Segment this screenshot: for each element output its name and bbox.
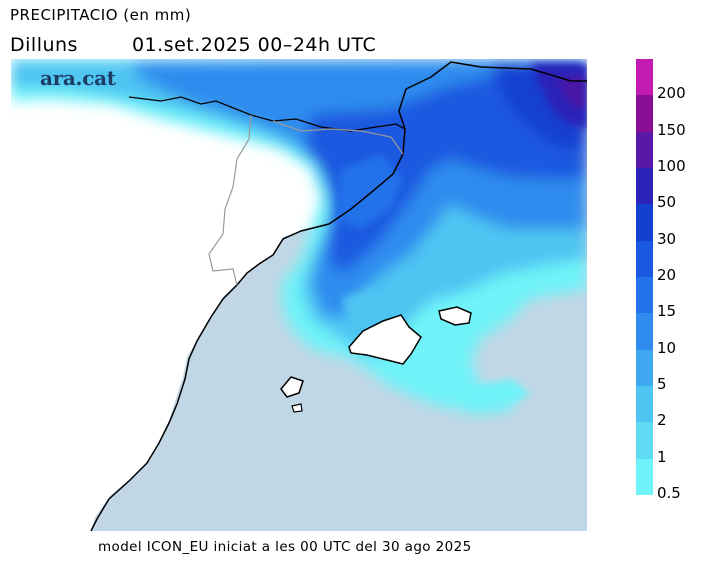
forecast-date: Dilluns 01.set.2025 00–24h UTC <box>10 34 376 56</box>
france-border <box>128 96 406 132</box>
model-caption: model ICON_EU iniciat a les 00 UTC del 3… <box>98 539 472 555</box>
colorbar-segment <box>636 59 653 96</box>
region-border <box>272 120 404 155</box>
colorbar-segment <box>636 168 653 205</box>
coastline-north <box>405 61 587 90</box>
colorbar-segment <box>636 349 653 386</box>
precipitation-map <box>11 59 587 531</box>
colorbar-label: 2 <box>657 411 667 430</box>
island-mallorca <box>348 314 422 365</box>
colorbar-label: 50 <box>657 193 677 212</box>
colorbar-segment <box>636 277 653 314</box>
island-menorca <box>438 306 472 326</box>
colorbar-segment <box>636 240 653 277</box>
colorbar-segment <box>636 458 653 495</box>
chart-title: PRECIPITACIO (en mm) <box>10 6 192 24</box>
colorbar-segment <box>636 313 653 350</box>
colorbar-label: 0.5 <box>657 484 681 502</box>
island-formentera <box>291 403 303 413</box>
colorbar-segment <box>636 422 653 459</box>
ara-cat-logo: ara.cat <box>40 66 116 90</box>
colorbar-segment <box>636 204 653 241</box>
colorbar-segment <box>636 386 653 423</box>
island-eivissa <box>280 376 304 398</box>
colorbar-label: 1 <box>657 447 667 466</box>
colorbar-label: 20 <box>657 266 677 284</box>
forecast-period: 01.set.2025 00–24h UTC <box>131 34 377 56</box>
colorbar-segment <box>636 95 653 132</box>
colorbar-label: 15 <box>657 302 677 321</box>
colorbar-segment <box>636 131 653 168</box>
colorbar-label: 200 <box>657 84 686 103</box>
forecast-day: Dilluns <box>10 34 78 56</box>
land-area <box>11 59 587 531</box>
colorbar-label: 100 <box>657 157 686 175</box>
colorbar-label: 150 <box>657 120 686 139</box>
catalonia-border <box>208 114 252 286</box>
precipitation-colorbar <box>636 59 653 495</box>
colorbar-label: 10 <box>657 338 677 357</box>
colorbar-label: 30 <box>657 229 677 248</box>
colorbar-label: 5 <box>657 375 667 393</box>
